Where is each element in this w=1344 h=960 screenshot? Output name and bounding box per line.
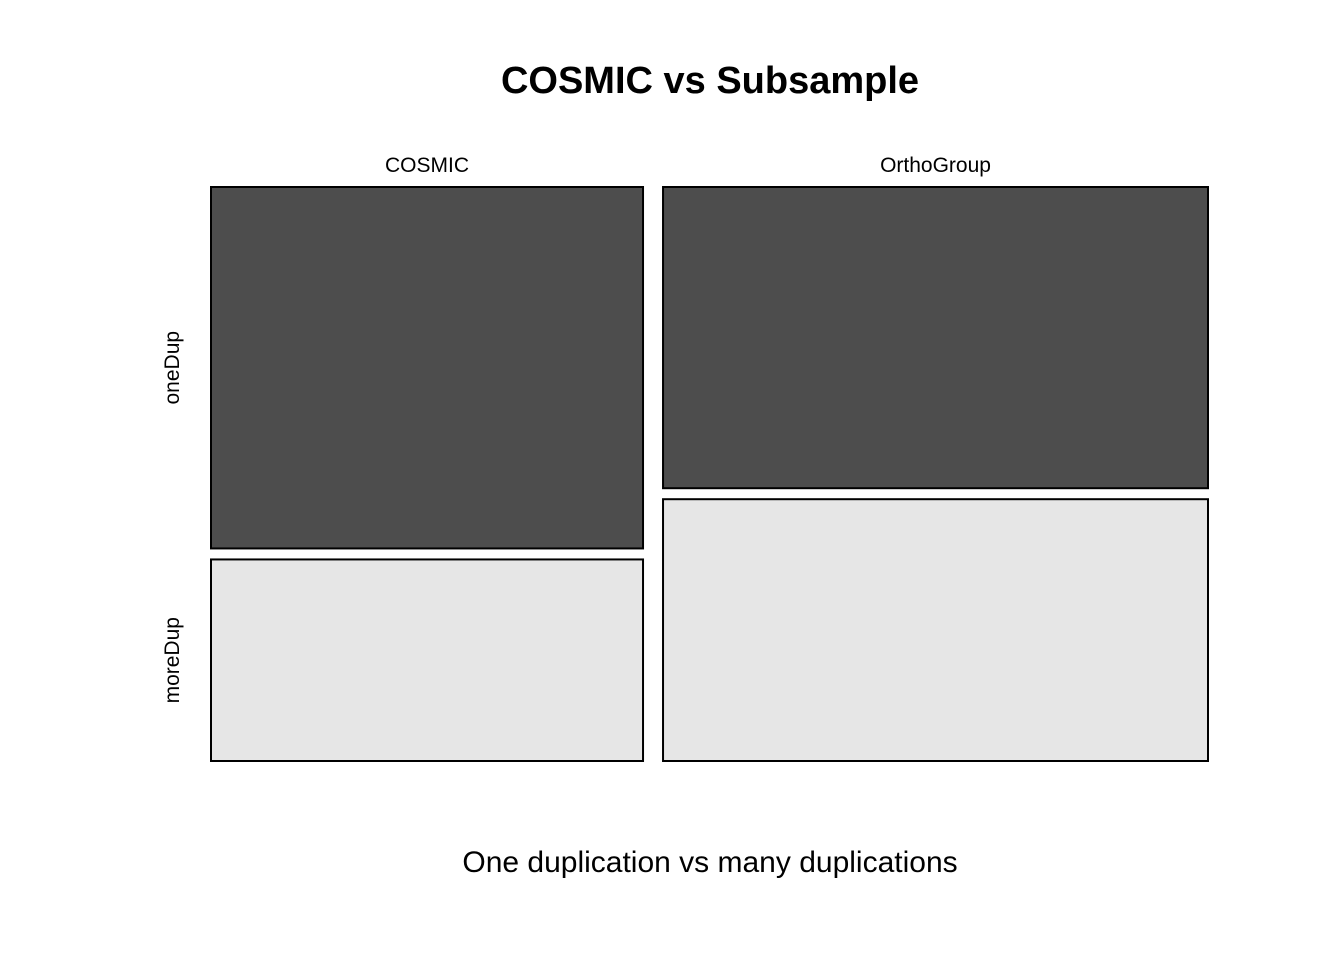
row-labels: oneDup moreDup bbox=[161, 331, 184, 703]
tile-orthogroup-onedup bbox=[662, 186, 1209, 490]
column-label: COSMIC bbox=[385, 154, 469, 177]
column-label: OrthoGroup bbox=[880, 154, 991, 177]
mosaic-tiles bbox=[210, 186, 1209, 762]
x-axis-label: One duplication vs many duplications bbox=[462, 846, 957, 879]
tile-cosmic-moredup bbox=[210, 558, 645, 762]
row-label: moreDup bbox=[161, 617, 184, 703]
tile-cosmic-onedup bbox=[210, 186, 645, 550]
tile-orthogroup-moredup bbox=[662, 498, 1209, 762]
row-label: oneDup bbox=[161, 331, 184, 405]
column-labels: COSMIC OrthoGroup bbox=[385, 154, 991, 177]
chart-title: COSMIC vs Subsample bbox=[501, 60, 919, 102]
